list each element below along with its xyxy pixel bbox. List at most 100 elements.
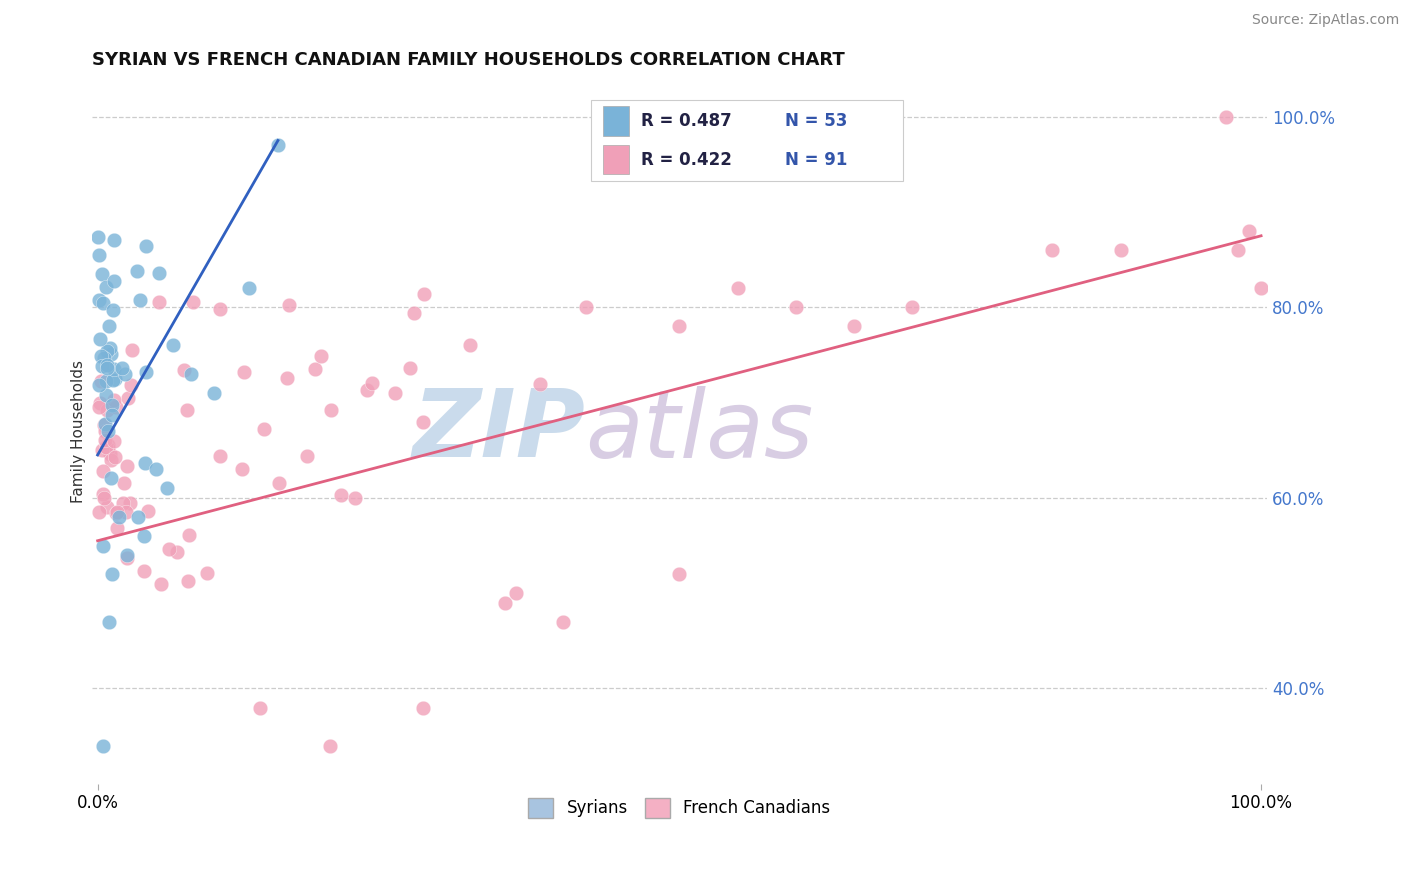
Text: Source: ZipAtlas.com: Source: ZipAtlas.com <box>1251 13 1399 28</box>
Point <box>148 266 170 280</box>
Point <box>103 302 125 317</box>
Point <box>249 700 271 714</box>
Point <box>148 295 170 310</box>
Point <box>238 281 260 295</box>
Point <box>90 442 112 457</box>
Point <box>276 370 298 384</box>
Point <box>103 392 125 407</box>
Point <box>412 415 434 429</box>
Point <box>233 365 256 379</box>
Point <box>180 367 202 381</box>
Point <box>319 739 342 753</box>
Point <box>132 565 155 579</box>
Point <box>551 615 574 629</box>
Point <box>117 391 139 405</box>
Point <box>110 361 132 376</box>
Point <box>90 374 112 388</box>
Point <box>668 319 690 334</box>
Point <box>785 300 807 314</box>
Point <box>135 238 157 252</box>
Point <box>1239 224 1261 238</box>
Point <box>1040 243 1063 257</box>
Point <box>93 351 115 365</box>
Point <box>343 491 366 505</box>
Point <box>120 377 142 392</box>
Point <box>114 505 136 519</box>
Point <box>1226 243 1249 257</box>
Point <box>91 296 114 310</box>
Point <box>361 376 384 391</box>
Point <box>304 361 326 376</box>
Point <box>87 401 110 415</box>
Point <box>114 368 136 382</box>
Point <box>176 402 198 417</box>
Point <box>93 434 115 448</box>
Point <box>89 396 111 410</box>
Text: N = 91: N = 91 <box>785 151 848 169</box>
Point <box>197 566 219 580</box>
Point <box>104 372 127 386</box>
Point <box>100 347 122 361</box>
Point <box>96 388 118 402</box>
Point <box>107 510 129 524</box>
Point <box>1250 281 1272 295</box>
Point <box>134 456 156 470</box>
Point <box>267 138 290 153</box>
Point <box>402 306 425 320</box>
Point <box>269 475 291 490</box>
Point <box>1215 110 1237 124</box>
Point <box>96 358 118 372</box>
Point <box>96 500 118 515</box>
Point <box>96 440 118 454</box>
Point <box>93 539 115 553</box>
Point <box>177 528 200 542</box>
Point <box>311 349 333 363</box>
Point <box>202 386 225 401</box>
Point <box>87 377 110 392</box>
Point <box>321 402 343 417</box>
Point <box>162 338 184 352</box>
Point <box>87 230 110 244</box>
Point <box>115 458 138 473</box>
Point <box>177 574 200 588</box>
Point <box>231 461 253 475</box>
Point <box>98 615 121 629</box>
Point <box>121 343 143 357</box>
Point <box>145 462 167 476</box>
Point <box>96 344 118 359</box>
Point <box>253 422 276 436</box>
Text: ZIP: ZIP <box>412 385 585 477</box>
Point <box>134 529 156 543</box>
Point <box>129 293 152 307</box>
Point <box>668 567 690 582</box>
Point <box>100 471 122 485</box>
Point <box>96 361 118 376</box>
Text: N = 53: N = 53 <box>785 112 848 130</box>
Legend: Syrians, French Canadians: Syrians, French Canadians <box>522 791 837 825</box>
Bar <box>603 106 628 136</box>
Point <box>173 363 195 377</box>
Point <box>94 280 117 294</box>
Point <box>412 700 434 714</box>
Point <box>104 450 127 464</box>
Point <box>100 453 122 467</box>
Point <box>399 360 422 375</box>
Point <box>93 417 115 432</box>
Point <box>93 739 115 753</box>
Point <box>329 488 352 502</box>
Point <box>103 233 125 247</box>
Point <box>295 449 318 463</box>
Text: SYRIAN VS FRENCH CANADIAN FAMILY HOUSEHOLDS CORRELATION CHART: SYRIAN VS FRENCH CANADIAN FAMILY HOUSEHO… <box>91 51 845 69</box>
Point <box>127 510 149 524</box>
Point <box>575 300 598 314</box>
Bar <box>603 145 628 175</box>
Point <box>89 332 111 346</box>
Point <box>135 365 157 379</box>
Point <box>100 398 122 412</box>
Point <box>100 567 122 582</box>
Point <box>842 319 865 334</box>
Point <box>97 424 120 438</box>
Point <box>149 577 172 591</box>
Point <box>136 504 159 518</box>
Point <box>105 506 128 520</box>
